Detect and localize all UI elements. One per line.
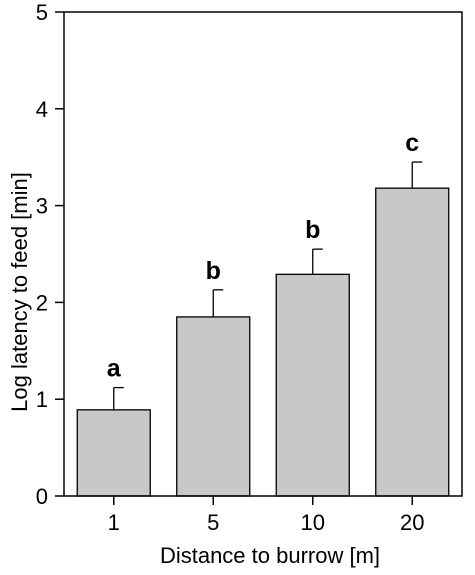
y-tick-label: 5 [36,0,48,25]
x-tick-label: 1 [108,510,120,535]
y-axis-title: Log latency to feed [min] [7,172,32,412]
significance-label-5: b [206,257,221,285]
x-tick-label: 20 [400,510,424,535]
bar-5 [176,316,251,497]
bars-layer: a b b c [76,129,450,497]
y-tick-label: 4 [36,97,48,122]
significance-label-10: b [305,216,320,244]
significance-label-20: c [405,129,419,157]
y-tick-label: 2 [36,290,48,315]
y-tick-label: 3 [36,194,48,219]
significance-label-1: a [107,355,122,383]
x-tick-label: 10 [301,510,325,535]
y-tick-label: 1 [36,387,48,412]
x-axis-title: Distance to burrow [m] [160,543,380,568]
bar-20 [375,187,450,497]
bar-1 [76,409,151,497]
axes-layer: 0 1 2 3 4 5 1 5 10 20 [36,0,463,535]
y-tick-label: 0 [36,484,48,509]
bar-10 [275,273,350,497]
x-tick-label: 5 [207,510,219,535]
plot-frame [63,11,463,497]
